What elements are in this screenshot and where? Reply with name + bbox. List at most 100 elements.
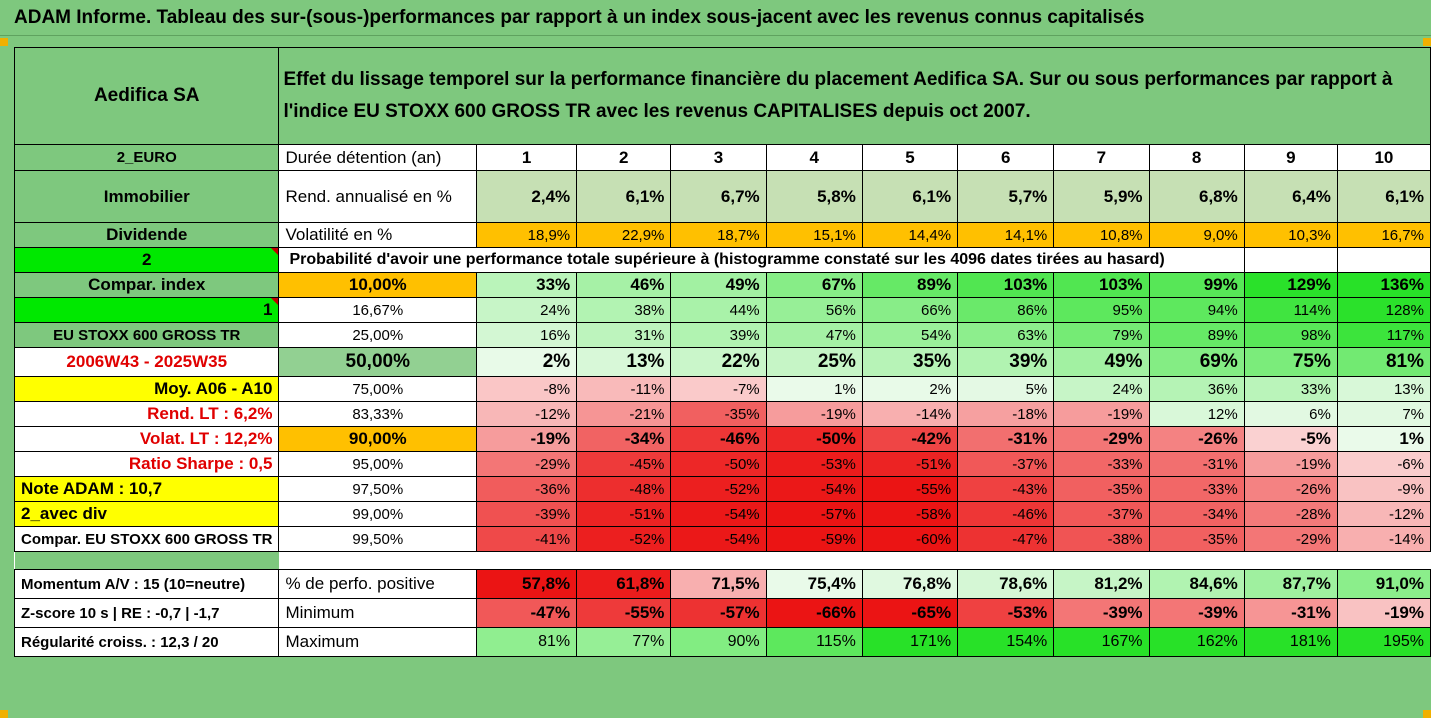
heat-value: -59% (765, 526, 863, 552)
heat-value: -34% (1148, 501, 1245, 527)
rend-value: 2,4% (476, 170, 578, 223)
corner-marker (0, 710, 8, 718)
note-label: Note ADAM : 10,7 (13, 476, 280, 502)
year-header: 6 (957, 144, 1055, 171)
heat-value: 35% (861, 347, 959, 377)
heat-value: 39% (670, 322, 767, 348)
heat-value: 7% (1336, 401, 1431, 427)
heat-value: 39% (957, 347, 1055, 377)
heat-value: 63% (957, 322, 1055, 348)
heat-value: -60% (861, 526, 959, 552)
heat-value: 49% (670, 272, 767, 298)
vol-value: 22,9% (576, 222, 672, 248)
year-header: 1 (476, 144, 578, 171)
probability-caption: Probabilité d'avoir une performance tota… (278, 247, 1245, 273)
heat-value: -31% (957, 426, 1055, 452)
heat-value: 33% (476, 272, 578, 298)
footer-value: 171% (861, 627, 959, 657)
probability-caption-row: 2 Probabilité d'avoir une performance tot… (13, 247, 1431, 273)
heat-value: -7% (670, 376, 767, 402)
heat-value: -35% (1148, 526, 1245, 552)
rend-value: 6,4% (1243, 170, 1338, 223)
heat-value: 13% (1336, 376, 1431, 402)
heat-value: 81% (1336, 347, 1431, 377)
heat-value: 47% (765, 322, 863, 348)
company-name: Aedifica SA (13, 47, 280, 145)
heat-value: -51% (576, 501, 672, 527)
threshold-value: 90,00% (278, 426, 478, 452)
heat-value: 98% (1243, 322, 1338, 348)
heat-value: -26% (1148, 426, 1245, 452)
footer-value: -55% (576, 598, 672, 628)
heat-value: -34% (576, 426, 672, 452)
footer-value: 167% (1053, 627, 1150, 657)
heat-value: 114% (1243, 297, 1338, 323)
footer-value: 61,8% (576, 569, 672, 599)
probability-row: 2_avec div 99,00% -39% -51% -54% -57% -58% -46%… (13, 501, 1431, 527)
vol-value: 15,1% (765, 222, 863, 248)
footer-value: -66% (765, 598, 863, 628)
heat-value: -55% (861, 476, 959, 502)
heat-value: -46% (957, 501, 1055, 527)
vol-value: 16,7% (1336, 222, 1431, 248)
heat-value: 6% (1243, 401, 1338, 427)
spacer-cell (278, 551, 1431, 570)
heat-value: 24% (476, 297, 578, 323)
footer-value: -19% (1336, 598, 1431, 628)
heat-value: 67% (765, 272, 863, 298)
footer-row: Z-score 10 s | RE : -0,7 | -1,7 Minimum -4… (13, 598, 1431, 628)
heat-value: -12% (1336, 501, 1431, 527)
heat-value: -54% (765, 476, 863, 502)
heat-value: 13% (576, 347, 672, 377)
spacer-cell (14, 551, 279, 570)
rend-value: 6,7% (670, 170, 767, 223)
years-row: 2_EURO Durée détention (an) 1 2 3 4 5 6 7 8 9 10 (13, 144, 1431, 171)
heat-value: -41% (476, 526, 578, 552)
probability-row: Moy. A06 - A10 75,00% -8% -11% -7% 1% 2% 5% 24% 3… (13, 376, 1431, 402)
footer-value: 162% (1148, 627, 1245, 657)
performance-table: Aedifica SA Effet du lissage temporel su… (13, 47, 1431, 657)
index-name-label: EU STOXX 600 GROSS TR (13, 322, 280, 348)
type-label: Dividende (13, 222, 280, 248)
heat-value: -19% (1243, 451, 1338, 477)
heat-value: -35% (1053, 476, 1150, 502)
heat-value: 86% (957, 297, 1055, 323)
footer-value: -39% (1053, 598, 1150, 628)
heat-value: 136% (1336, 272, 1431, 298)
footer-value: 78,6% (957, 569, 1055, 599)
footer-value: 81,2% (1053, 569, 1150, 599)
heat-value: 95% (1053, 297, 1150, 323)
heat-value: 46% (576, 272, 672, 298)
year-header: 5 (861, 144, 959, 171)
moy-label: Moy. A06 - A10 (13, 376, 280, 402)
heat-value: -12% (476, 401, 578, 427)
footer-side-label: Momentum A/V : 15 (10=neutre) (13, 569, 280, 599)
heat-value: 22% (670, 347, 767, 377)
footer-value: 76,8% (861, 569, 959, 599)
footer-side-label: Z-score 10 s | RE : -0,7 | -1,7 (13, 598, 280, 628)
vol-value: 10,8% (1053, 222, 1150, 248)
heat-value: -6% (1336, 451, 1431, 477)
heat-value: 36% (1148, 376, 1245, 402)
sharpe-label: Ratio Sharpe : 0,5 (13, 451, 280, 477)
heat-value: -33% (1148, 476, 1245, 502)
heat-value: 103% (957, 272, 1055, 298)
footer-row: Momentum A/V : 15 (10=neutre)% de perfo.… (13, 569, 1431, 599)
heat-value: 66% (861, 297, 959, 323)
currency-label: 2_EURO (13, 144, 280, 171)
heat-value: -14% (861, 401, 959, 427)
heat-value: -26% (1243, 476, 1338, 502)
threshold-value: 95,00% (278, 451, 478, 477)
footer-value: -53% (957, 598, 1055, 628)
corner-marker (1423, 710, 1431, 718)
heat-value: 49% (1053, 347, 1150, 377)
threshold-value: 25,00% (278, 322, 478, 348)
heat-value: 117% (1336, 322, 1431, 348)
footer-value: -47% (476, 598, 578, 628)
vol-value: 18,9% (476, 222, 578, 248)
probability-row: 2006W43 - 2025W35 50,00% 2% 13% 22% 25% 35% 39%… (13, 347, 1431, 377)
footer-value: 81% (476, 627, 578, 657)
duree-label: Durée détention (an) (278, 144, 478, 171)
rendement-row: Immobilier Rend. annualisé en % 2,4% 6,1% 6,… (13, 170, 1431, 223)
heat-value: -31% (1148, 451, 1245, 477)
